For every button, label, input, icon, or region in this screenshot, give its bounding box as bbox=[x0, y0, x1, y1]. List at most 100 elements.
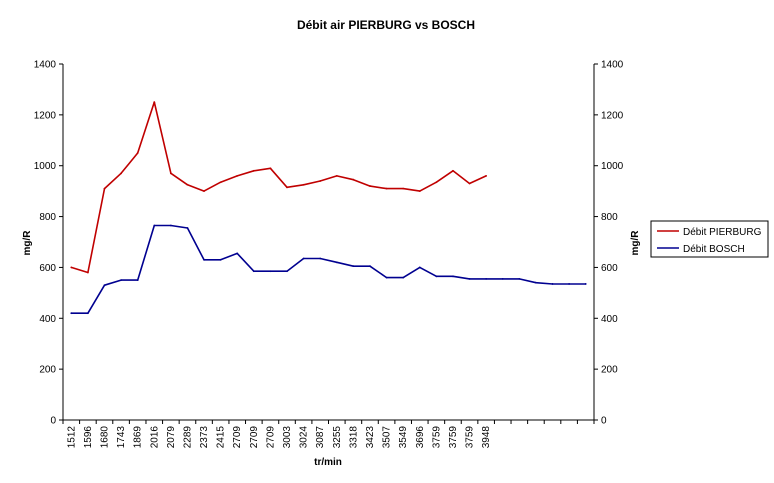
x-tick-label: 2373 bbox=[199, 426, 210, 449]
legend-box bbox=[650, 220, 769, 258]
series-point-0 bbox=[369, 185, 371, 187]
x-tick-label: 3255 bbox=[332, 426, 343, 449]
chart-title: Débit air PIERBURG vs BOSCH bbox=[297, 18, 475, 32]
x-tick-label: 1596 bbox=[83, 426, 94, 449]
x-tick-label: 2709 bbox=[232, 426, 243, 449]
legend-label-bosch: Débit BOSCH bbox=[683, 244, 745, 255]
series-point-0 bbox=[120, 172, 122, 175]
series-point-1 bbox=[153, 224, 156, 227]
y-tick-label-left: 1000 bbox=[34, 161, 57, 172]
series-point-1 bbox=[236, 252, 239, 255]
legend-label-pierburg: Débit PIERBURG bbox=[683, 227, 762, 238]
series-point-0 bbox=[219, 181, 222, 184]
y-axis-title-left: mg/R bbox=[22, 230, 33, 256]
y-tick-label-left: 200 bbox=[39, 365, 56, 376]
series-point-1 bbox=[385, 276, 388, 279]
series-point-0 bbox=[70, 266, 73, 269]
axes: 0 0 200 200 400 400 600 600 800 800 1000 1000 1200 12… bbox=[34, 60, 624, 449]
series-line-0 bbox=[71, 101, 487, 274]
series-point-0 bbox=[435, 181, 438, 184]
series-point-0 bbox=[269, 167, 272, 170]
y-tick-label-right: 400 bbox=[601, 314, 618, 325]
series-point-0 bbox=[418, 190, 421, 193]
series-point-1 bbox=[418, 266, 421, 269]
series-point-1 bbox=[120, 279, 122, 282]
series-point-1 bbox=[335, 261, 338, 264]
series-point-1 bbox=[169, 224, 172, 227]
series-point-0 bbox=[86, 271, 89, 274]
y-tick-label-right: 600 bbox=[601, 263, 618, 274]
series-point-0 bbox=[136, 152, 139, 154]
series-point-1 bbox=[584, 283, 587, 285]
series-point-0 bbox=[468, 182, 471, 185]
series-point-1 bbox=[369, 265, 371, 268]
series-point-0 bbox=[103, 187, 106, 190]
series-point-0 bbox=[452, 169, 454, 172]
series-point-1 bbox=[535, 281, 537, 284]
x-tick-label: 3549 bbox=[398, 426, 409, 449]
series-point-0 bbox=[236, 174, 239, 177]
x-tick-label: 2289 bbox=[182, 426, 193, 449]
series-point-1 bbox=[402, 276, 405, 279]
series-point-0 bbox=[186, 183, 189, 186]
series-point-0 bbox=[485, 174, 488, 177]
y-tick-label-left: 1200 bbox=[34, 110, 57, 121]
series-point-0 bbox=[286, 186, 288, 189]
y-axis-title-right: mg/R bbox=[630, 230, 641, 256]
x-tick-label: 2079 bbox=[166, 426, 177, 449]
series-point-0 bbox=[319, 180, 322, 182]
series-point-0 bbox=[203, 190, 205, 193]
x-tick-label: 2709 bbox=[249, 426, 260, 449]
y-tick-label-right: 0 bbox=[601, 416, 607, 427]
y-tick-label-right: 1200 bbox=[601, 110, 624, 121]
x-tick-label: 3507 bbox=[382, 426, 393, 449]
y-tick-label-right: 200 bbox=[601, 365, 618, 376]
x-tick-label: 1512 bbox=[66, 426, 77, 449]
y-tick-label-right: 1400 bbox=[601, 60, 624, 71]
x-tick-label: 3759 bbox=[465, 426, 476, 449]
series-point-1 bbox=[219, 258, 222, 261]
x-tick-label: 3087 bbox=[315, 426, 326, 449]
y-tick-label-left: 400 bbox=[39, 314, 56, 325]
series-point-0 bbox=[302, 183, 305, 186]
series-point-1 bbox=[70, 312, 73, 315]
series-point-0 bbox=[402, 187, 405, 190]
series-point-1 bbox=[518, 277, 521, 280]
y-tick-label-left: 0 bbox=[50, 416, 56, 427]
series-point-1 bbox=[136, 279, 139, 282]
series-point-1 bbox=[468, 277, 471, 280]
y-tick-label-left: 600 bbox=[39, 263, 56, 274]
x-tick-label: 3759 bbox=[431, 426, 442, 449]
y-tick-label-left: 1400 bbox=[34, 60, 57, 71]
series-point-0 bbox=[385, 187, 388, 190]
series-point-1 bbox=[551, 283, 554, 285]
series-point-1 bbox=[302, 257, 305, 260]
x-tick-label: 3003 bbox=[282, 426, 293, 449]
series-point-1 bbox=[485, 277, 488, 280]
series-point-0 bbox=[153, 101, 156, 104]
series-point-1 bbox=[501, 277, 504, 280]
series-line-1 bbox=[71, 224, 586, 315]
series-point-1 bbox=[568, 283, 571, 285]
legend: Débit PIERBURG Débit BOSCH bbox=[650, 220, 769, 258]
series-point-1 bbox=[86, 312, 89, 315]
series-point-1 bbox=[103, 284, 106, 287]
y-tick-label-left: 800 bbox=[39, 212, 56, 223]
x-tick-label: 1743 bbox=[116, 426, 127, 449]
series-point-1 bbox=[435, 275, 438, 278]
x-tick-label: 3318 bbox=[348, 426, 359, 449]
x-tick-label: 3759 bbox=[448, 426, 459, 449]
x-tick-label: 2016 bbox=[149, 426, 160, 449]
series-point-0 bbox=[352, 178, 355, 181]
series-point-0 bbox=[169, 172, 172, 175]
x-tick-label: 2709 bbox=[265, 426, 276, 449]
x-axis-title: tr/min bbox=[314, 457, 342, 468]
x-tick-label: 3423 bbox=[365, 426, 376, 449]
series-layer bbox=[70, 101, 587, 315]
y-tick-label-right: 1000 bbox=[601, 161, 624, 172]
series-point-0 bbox=[335, 174, 338, 177]
y-tick-label-right: 800 bbox=[601, 212, 618, 223]
series-point-1 bbox=[269, 270, 272, 273]
x-tick-label: 1680 bbox=[99, 426, 110, 449]
